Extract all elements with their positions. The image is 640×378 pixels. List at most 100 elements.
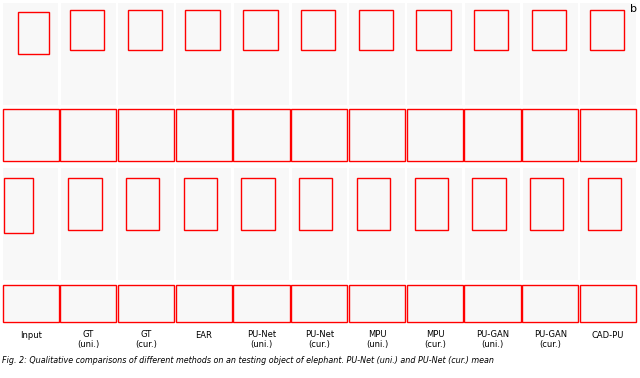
Bar <box>61 285 116 321</box>
Bar <box>465 168 520 280</box>
Bar <box>3 108 59 161</box>
Bar <box>464 108 521 161</box>
Bar <box>522 168 578 280</box>
Bar <box>175 167 232 281</box>
Text: CAD-PU: CAD-PU <box>592 330 625 339</box>
Bar <box>291 108 348 161</box>
Bar <box>3 168 58 280</box>
Text: PU-GAN: PU-GAN <box>534 330 567 339</box>
Bar <box>465 3 520 105</box>
Bar <box>292 168 347 280</box>
Bar <box>349 109 404 160</box>
Text: b: b <box>630 4 637 14</box>
Bar <box>118 285 174 322</box>
Bar <box>464 284 521 322</box>
Bar <box>349 168 404 280</box>
Text: GT: GT <box>83 330 94 339</box>
Bar <box>18 12 49 54</box>
Bar <box>406 284 463 322</box>
Bar <box>407 109 462 160</box>
Bar <box>176 109 232 160</box>
Bar <box>348 108 406 161</box>
Bar <box>233 284 290 322</box>
Bar <box>415 178 448 230</box>
Bar <box>186 10 220 50</box>
Bar <box>532 10 566 50</box>
Bar <box>234 285 290 322</box>
Bar <box>3 285 58 321</box>
Bar <box>118 108 175 161</box>
Bar <box>348 167 406 281</box>
Bar <box>233 108 290 161</box>
Bar <box>406 108 463 161</box>
Bar <box>176 3 232 105</box>
Bar <box>406 108 463 161</box>
Bar <box>126 178 159 230</box>
Text: Fig. 2: Qualitative comparisons of different methods on an testing object of ele: Fig. 2: Qualitative comparisons of diffe… <box>2 356 494 365</box>
Bar <box>234 168 289 280</box>
Bar <box>61 168 116 280</box>
Bar <box>465 285 520 321</box>
Bar <box>118 285 173 321</box>
Bar <box>61 109 116 160</box>
Bar <box>118 108 174 161</box>
Bar <box>60 167 117 281</box>
Bar <box>522 108 579 161</box>
Bar <box>60 284 117 322</box>
Bar <box>118 167 175 281</box>
Bar <box>464 108 520 161</box>
Bar <box>300 178 332 230</box>
Text: PU-Net: PU-Net <box>247 330 276 339</box>
Bar <box>417 10 451 50</box>
Bar <box>358 10 393 50</box>
Bar <box>118 109 173 160</box>
Bar <box>406 2 463 106</box>
Bar <box>588 178 621 230</box>
Bar <box>60 285 116 322</box>
Text: (uni.): (uni.) <box>366 340 388 349</box>
Bar <box>522 3 578 105</box>
Bar <box>60 2 117 106</box>
Bar <box>176 108 232 161</box>
Bar <box>2 2 60 106</box>
Bar <box>589 10 624 50</box>
Bar <box>464 2 521 106</box>
Text: (uni.): (uni.) <box>251 340 273 349</box>
Bar <box>407 168 462 280</box>
Bar <box>2 167 60 281</box>
Text: (cur.): (cur.) <box>308 340 330 349</box>
Bar <box>465 109 520 160</box>
Bar <box>241 178 275 230</box>
Bar <box>301 10 335 50</box>
Bar <box>464 167 521 281</box>
Bar <box>2 108 60 161</box>
Text: (uni.): (uni.) <box>481 340 504 349</box>
Bar <box>464 285 520 322</box>
Bar <box>70 10 104 50</box>
Bar <box>60 108 116 161</box>
Bar <box>522 167 579 281</box>
Bar <box>118 3 173 105</box>
Bar <box>175 108 232 161</box>
Bar <box>348 284 406 322</box>
Bar <box>580 285 636 322</box>
Bar <box>580 168 636 280</box>
Bar <box>234 108 290 161</box>
Bar <box>176 168 232 280</box>
Bar <box>357 178 390 230</box>
Bar <box>522 109 578 160</box>
Text: PU-GAN: PU-GAN <box>476 330 509 339</box>
Bar <box>348 2 406 106</box>
Bar <box>184 178 217 230</box>
Bar <box>291 108 348 161</box>
Bar <box>118 2 175 106</box>
Bar <box>4 178 33 233</box>
Bar <box>407 285 462 321</box>
Bar <box>243 10 278 50</box>
Bar <box>349 285 404 321</box>
Bar <box>349 108 405 161</box>
Bar <box>579 108 637 161</box>
Text: (cur.): (cur.) <box>540 340 561 349</box>
Bar <box>61 3 116 105</box>
Bar <box>406 285 463 322</box>
